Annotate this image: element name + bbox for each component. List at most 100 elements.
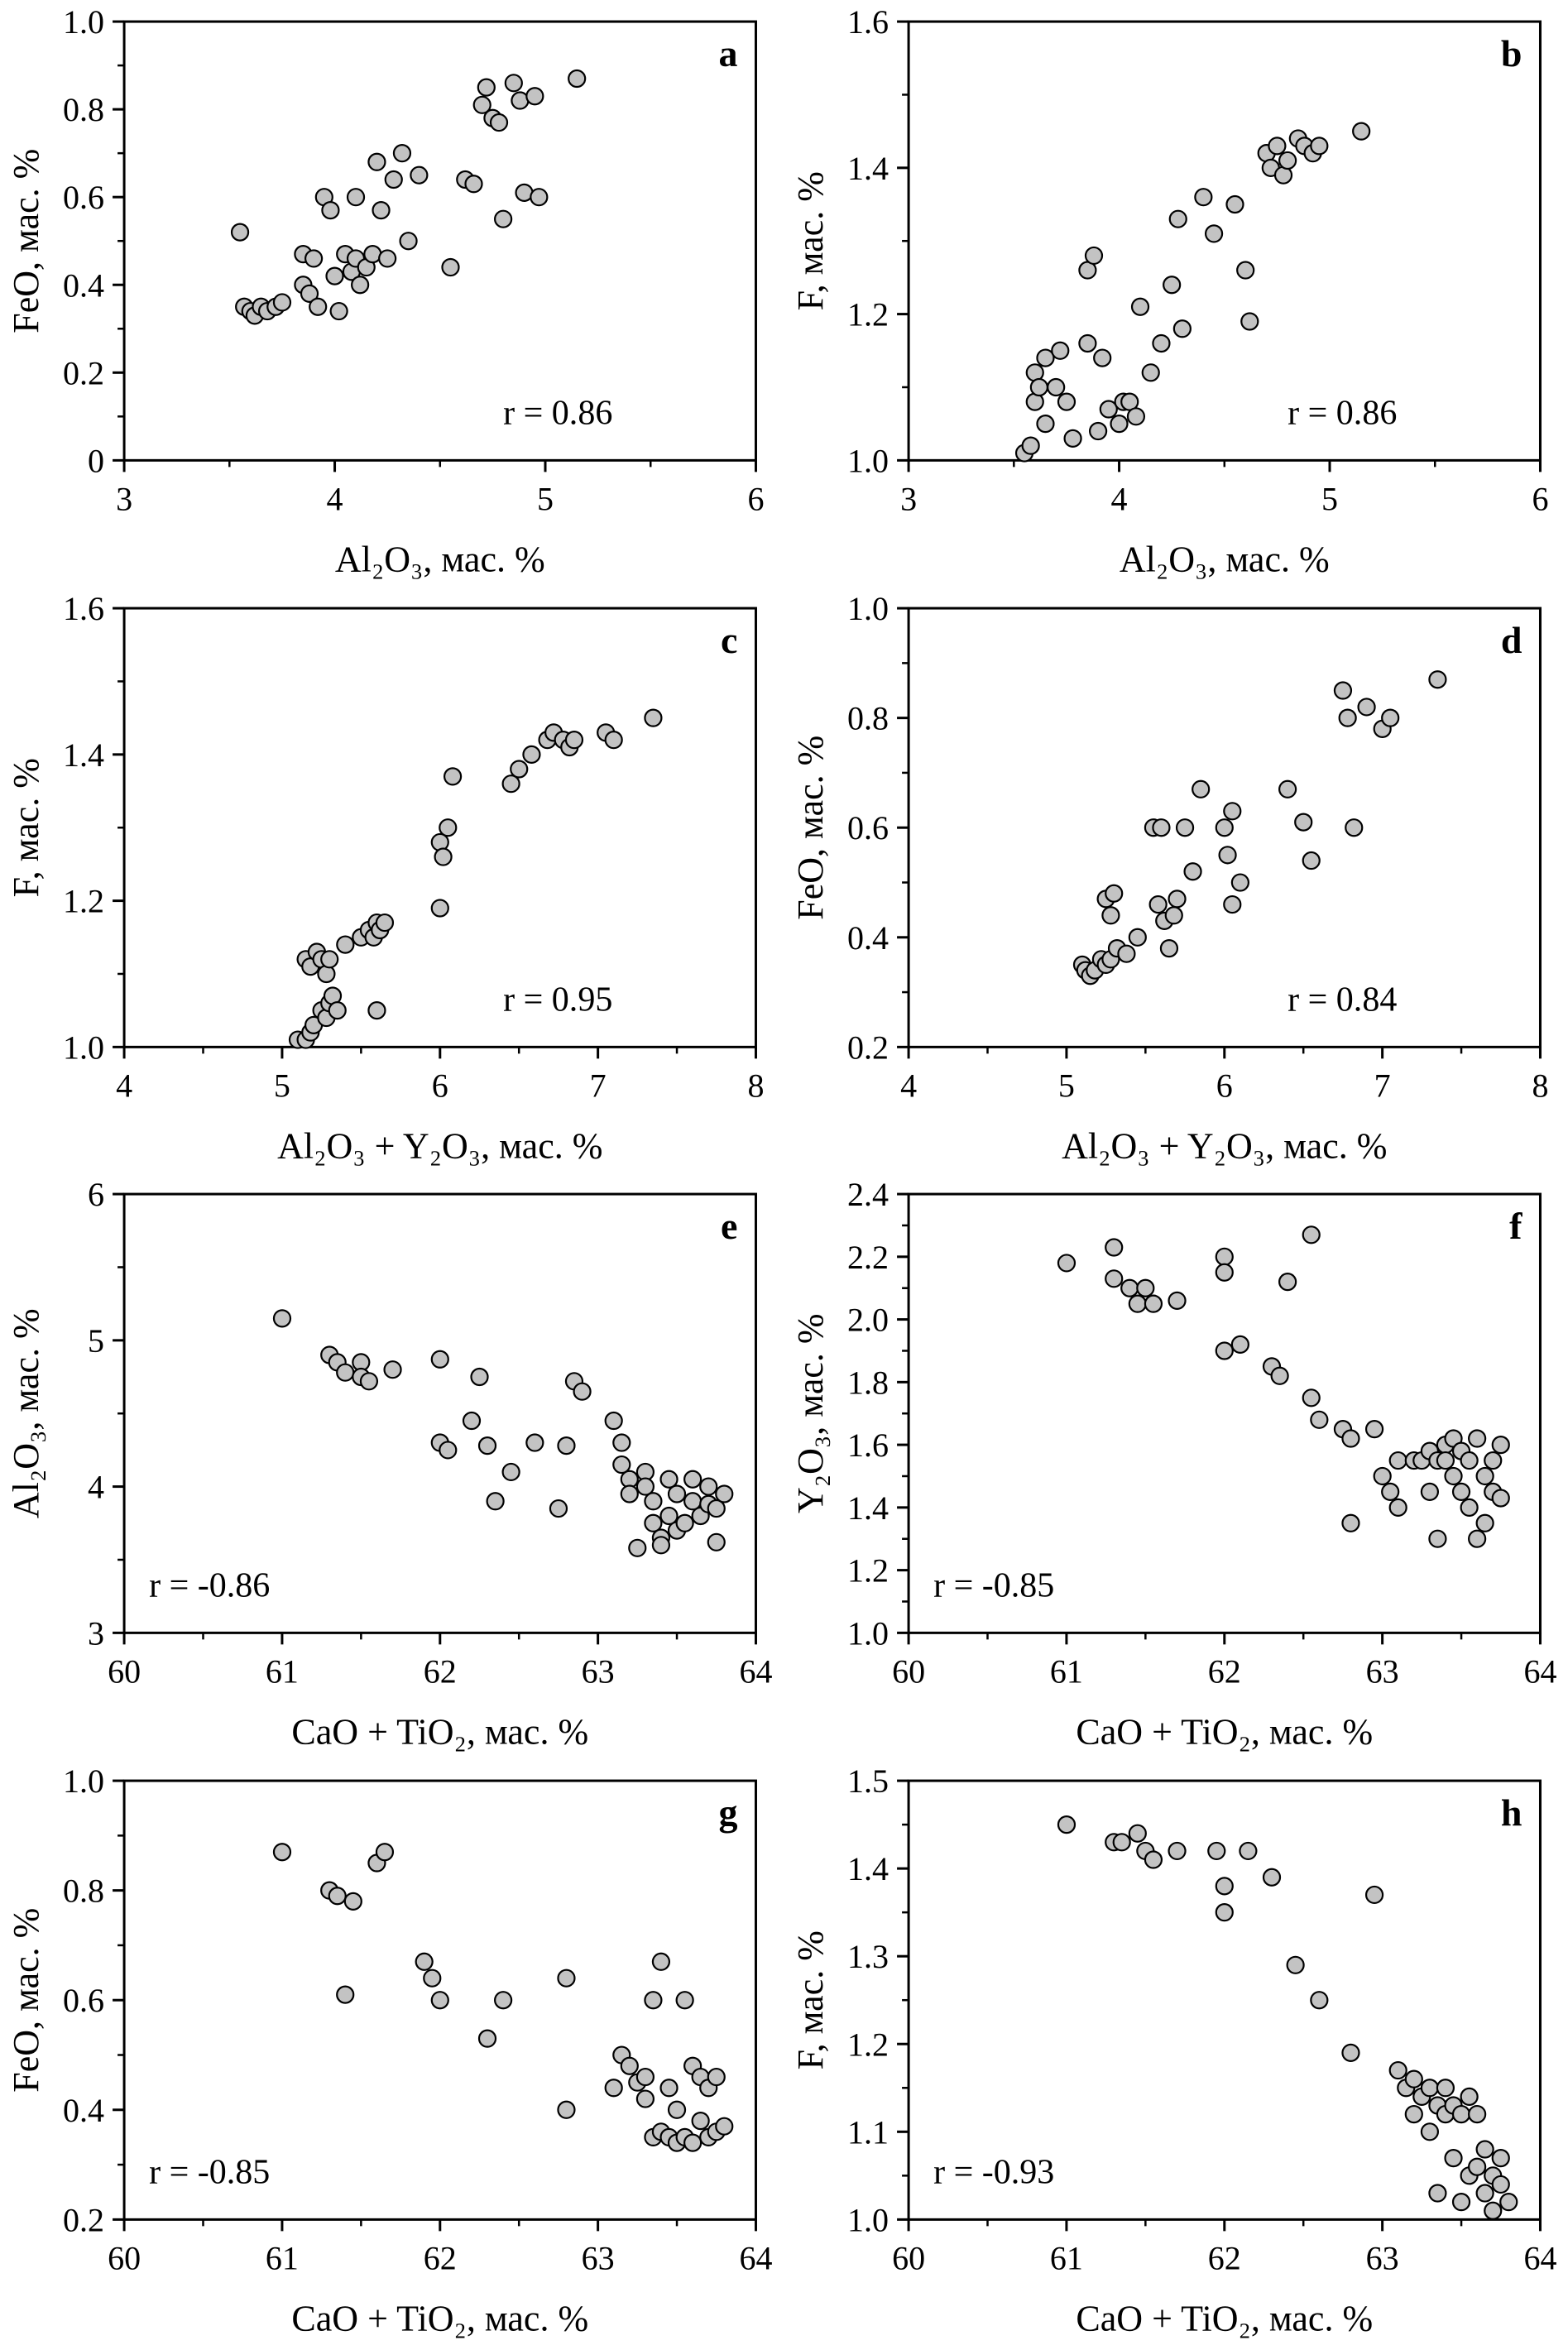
panel-g: 60 61 62 63 64 0.2 0.4 0.6 0.8 1.0 CaO + TiO₂, мас… [0,1759,784,2345]
x-tick-label: 62 [1207,1652,1240,1690]
data-point [1475,2139,1494,2159]
x-axis-label: Al₂O₃ + Y₂O₃, мас. % [1062,1125,1387,1166]
y-tick-label: 1.4 [63,736,104,773]
data-point [1144,1849,1163,1869]
data-point [1338,708,1357,727]
data-point [1057,1815,1076,1834]
data-point [1420,1482,1439,1501]
data-point [378,249,397,268]
data-point [300,284,319,303]
data-point [328,1886,347,1905]
data-point [651,1536,671,1555]
data-point [462,1411,482,1431]
x-tick-label: 5 [274,1067,290,1104]
data-point [434,846,453,866]
points-series [230,69,587,325]
data-point [651,1952,671,1971]
data-point [659,1506,679,1526]
data-point [707,1532,726,1551]
data-point [1167,889,1187,908]
panel-letter: f [1509,1205,1522,1247]
data-point [1388,1451,1407,1470]
data-point [1159,938,1178,957]
panel-letter: e [721,1205,737,1247]
x-tick-label: 8 [747,1067,764,1104]
data-point [1144,1294,1163,1313]
data-point [1230,1335,1249,1354]
data-point [1164,905,1183,924]
y-axis-label: Y₂O₃, мас. % [790,1313,831,1513]
data-point [1104,1269,1123,1288]
data-point [1092,348,1111,367]
plot-frame [907,20,1542,462]
data-point [383,1360,402,1379]
data-point [1120,1278,1139,1297]
y-axis-label: Al₂O₃, мас. % [6,1308,46,1518]
y-tick-label: 1.0 [63,1762,104,1800]
data-point [1168,209,1187,228]
data-point [1141,363,1160,382]
data-point [1302,1225,1321,1244]
data-point [1167,1291,1187,1310]
data-point [367,1000,386,1019]
data-point [604,2078,623,2097]
data-point [501,774,520,793]
data-point [346,188,366,207]
data-point [1128,1294,1147,1313]
data-point [1436,2078,1455,2097]
x-axis-label: CaO + TiO₂, мас. % [1076,2298,1373,2338]
y-tick-label: 0.8 [847,699,889,736]
data-point [1278,151,1297,170]
x-axis-label: Al₂O₃, мас. % [1119,539,1329,579]
data-point [1309,1410,1328,1429]
data-point [1099,400,1118,419]
x-tick-label: 60 [108,1652,141,1690]
data-point [1404,2069,1423,2088]
data-point [351,276,370,295]
data-point [439,1441,458,1460]
data-point [343,1892,362,1911]
correlation-label: r = 0.95 [503,981,612,1019]
data-point [477,78,496,97]
x-tick-label: 60 [108,2239,141,2276]
data-point [359,1372,379,1391]
y-tick-label: 1.5 [847,1762,889,1800]
data-point [1309,1990,1328,2009]
x-axis-label: CaO + TiO₂, мас. % [1076,1711,1373,1752]
x-tick-label: 4 [1110,480,1127,517]
data-point [1309,137,1328,156]
x-tick-label: 62 [424,2239,457,2276]
x-tick-label: 60 [892,1652,925,1690]
x-tick-label: 4 [116,1067,132,1104]
data-point [1460,1498,1479,1517]
data-point [1193,188,1212,207]
data-point [1021,436,1040,455]
y-tick-label: 0.2 [63,354,104,391]
data-point [525,87,544,106]
data-point [530,188,549,207]
data-point [317,964,336,983]
y-tick-label: 5 [88,1322,104,1360]
data-point [1491,2175,1510,2194]
plot-frame [122,20,757,462]
correlation-label: r = -0.93 [933,2153,1054,2191]
y-tick-label: 0.4 [847,918,889,956]
data-point [1167,1841,1187,1860]
panel-a: 3 4 5 6 0 0.2 0.4 0.6 0.8 1.0 Al₂O₃, мас. % FeO, ма… [0,0,784,587]
x-tick-label: 3 [116,480,132,517]
data-point [1364,1885,1383,1904]
data-point [573,1382,592,1401]
data-point [667,2100,687,2119]
data-point [1100,905,1120,924]
data-point [1116,944,1136,963]
data-point [494,209,513,228]
x-tick-label: 62 [1207,2239,1240,2276]
data-point [367,152,386,171]
data-point [392,144,412,163]
data-point [230,223,250,242]
data-point [1278,1273,1297,1292]
panel-letter: c [721,619,737,661]
data-point [1467,2104,1486,2123]
data-point [1225,194,1244,214]
